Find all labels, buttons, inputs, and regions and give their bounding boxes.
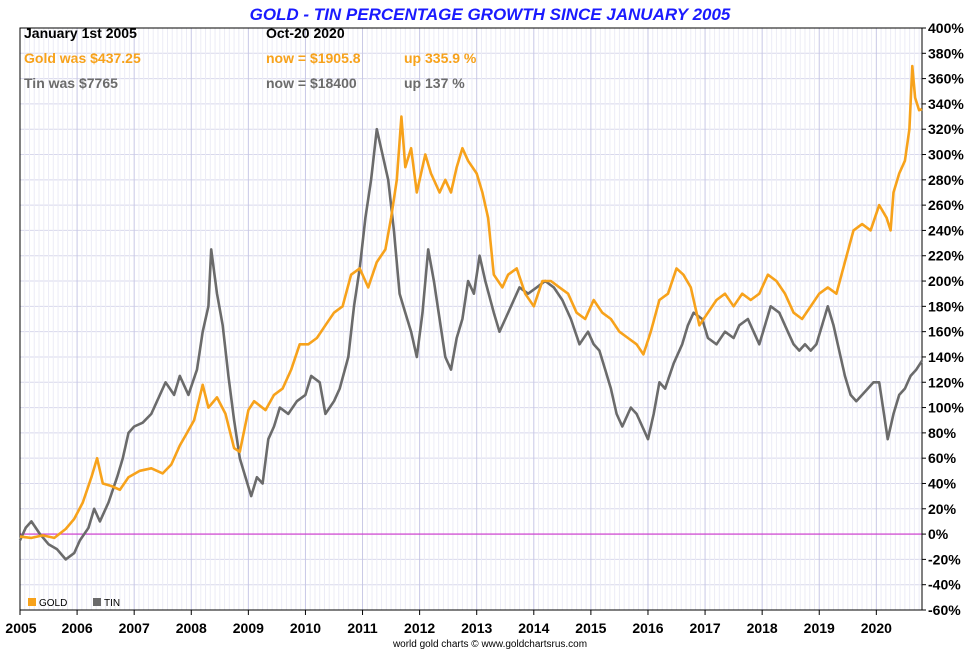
y-tick-label: 320% xyxy=(928,121,964,137)
y-tick-label: 140% xyxy=(928,349,964,365)
chart-title: GOLD - TIN PERCENTAGE GROWTH SINCE JANUA… xyxy=(250,5,731,24)
y-tick-label: 220% xyxy=(928,248,964,264)
y-tick-label: 200% xyxy=(928,273,964,289)
y-tick-label: 360% xyxy=(928,71,964,87)
x-tick-label: 2006 xyxy=(62,620,93,636)
y-tick-label: 180% xyxy=(928,298,964,314)
y-tick-label: 300% xyxy=(928,147,964,163)
grid xyxy=(19,27,922,611)
header-start-label: January 1st 2005 xyxy=(24,25,137,41)
x-axis-ticks: 2005 2006 2007 2008 2009 2010 2011 2012 2013 2014… xyxy=(5,610,892,636)
legend-swatch-tin xyxy=(93,598,101,606)
gold-was-label: Gold was $437.25 xyxy=(24,50,141,66)
x-tick-label: 2010 xyxy=(290,620,321,636)
x-tick-label: 2013 xyxy=(461,620,492,636)
legend-swatch-gold xyxy=(28,598,36,606)
x-tick-label: 2011 xyxy=(347,620,378,636)
y-tick-label: 340% xyxy=(928,96,964,112)
gold-up-label: up 335.9 % xyxy=(404,50,477,66)
x-tick-label: 2018 xyxy=(747,620,778,636)
y-tick-label: 80% xyxy=(928,425,957,441)
axes xyxy=(19,27,923,611)
legend: GOLD TIN xyxy=(28,598,120,609)
y-tick-label: -60% xyxy=(928,602,961,618)
y-tick-label: 120% xyxy=(928,374,964,390)
x-tick-label: 2007 xyxy=(119,620,150,636)
series-line-tin xyxy=(18,127,924,561)
y-tick-label: 240% xyxy=(928,222,964,238)
tin-now-label: now = $18400 xyxy=(266,75,357,91)
credit-text: world gold charts © www.goldchartsrus.co… xyxy=(392,639,587,650)
gold-now-label: now = $1905.8 xyxy=(266,50,361,66)
y-tick-label: -40% xyxy=(928,577,961,593)
tin-was-label: Tin was $7765 xyxy=(24,75,118,91)
y-tick-label: 280% xyxy=(928,172,964,188)
x-tick-label: 2005 xyxy=(5,620,36,636)
x-tick-label: 2020 xyxy=(861,620,892,636)
x-tick-label: 2019 xyxy=(804,620,835,636)
legend-label-tin: TIN xyxy=(104,598,120,609)
y-axis-ticks: 400% 380% 360% 340% 320% 300% 280% 260% 240% 220%… xyxy=(922,20,964,618)
x-tick-label: 2012 xyxy=(404,620,435,636)
x-tick-label: 2009 xyxy=(233,620,264,636)
y-tick-label: 20% xyxy=(928,501,957,517)
x-tick-label: 2008 xyxy=(176,620,207,636)
x-tick-label: 2014 xyxy=(518,620,549,636)
y-tick-label: 40% xyxy=(928,475,957,491)
tin-up-label: up 137 % xyxy=(404,75,465,91)
y-tick-label: 160% xyxy=(928,324,964,340)
x-tick-label: 2016 xyxy=(632,620,663,636)
header-end-label: Oct-20 2020 xyxy=(266,25,345,41)
plot-frame xyxy=(19,27,923,611)
series-group xyxy=(18,64,924,561)
series-line-gold xyxy=(19,64,923,540)
y-tick-label: 0% xyxy=(928,526,949,542)
x-tick-label: 2017 xyxy=(689,620,720,636)
y-tick-label: 260% xyxy=(928,197,964,213)
y-tick-label: -20% xyxy=(928,551,961,567)
y-tick-label: 400% xyxy=(928,20,964,36)
legend-label-gold: GOLD xyxy=(39,598,67,609)
x-tick-label: 2015 xyxy=(575,620,606,636)
y-tick-label: 60% xyxy=(928,450,957,466)
y-tick-label: 380% xyxy=(928,45,964,61)
y-tick-label: 100% xyxy=(928,400,964,416)
